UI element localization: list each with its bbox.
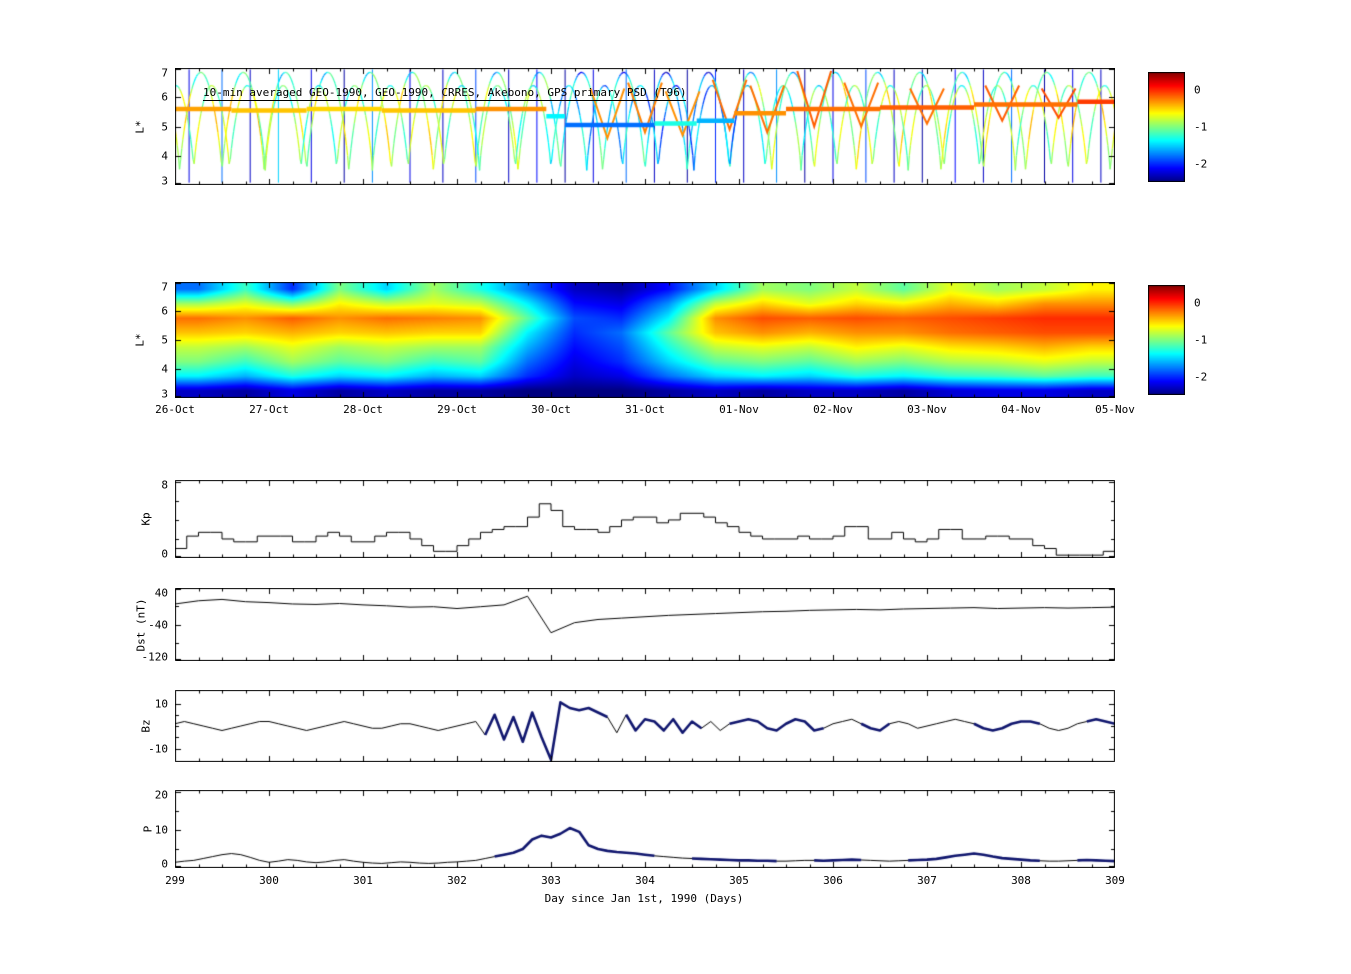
psd-trajectory-canvas: [175, 68, 1115, 185]
tick-label: 302: [447, 874, 467, 887]
tick-label: 26-Oct: [155, 403, 195, 416]
tick-label: 31-Oct: [625, 403, 665, 416]
tick-label: 30-Oct: [531, 403, 571, 416]
tick-label: 0: [1194, 83, 1201, 97]
tick-label: 308: [1011, 874, 1031, 887]
tick-label: 02-Nov: [813, 403, 853, 416]
tick-label: 4: [161, 149, 168, 163]
p-panel-canvas: [175, 790, 1115, 868]
tick-label: 05-Nov: [1095, 403, 1135, 416]
ylabel-lstar-map: L*: [133, 333, 147, 347]
tick-label: 300: [259, 874, 279, 887]
tick-label: 0: [1194, 296, 1201, 310]
tick-label: 309: [1105, 874, 1125, 887]
tick-label: 307: [917, 874, 937, 887]
ylabel-p: P: [141, 825, 155, 833]
tick-label: 301: [353, 874, 373, 887]
ylabel-kp: Kp: [139, 512, 153, 526]
tick-label: -40: [148, 618, 168, 631]
tick-label: -2: [1194, 370, 1208, 384]
tick-label: -2: [1194, 157, 1208, 171]
bz-panel-canvas: [175, 690, 1115, 762]
colorbar-bottom: [1148, 285, 1185, 395]
tick-label: -120: [141, 650, 169, 664]
tick-label: 305: [729, 874, 749, 887]
tick-label: 28-Oct: [343, 403, 383, 416]
tick-label: 3: [161, 387, 168, 401]
ylabel-dst: Dst (nT): [134, 598, 148, 652]
tick-label: 4: [161, 362, 168, 376]
tick-label: 20: [154, 788, 168, 802]
tick-label: 29-Oct: [437, 403, 477, 416]
tick-label: 01-Nov: [719, 403, 759, 416]
tick-label: 8: [161, 478, 168, 492]
tick-label: 03-Nov: [907, 403, 947, 416]
tick-label: 10: [154, 697, 168, 710]
tick-label: 7: [161, 280, 168, 294]
tick-label: 6: [161, 90, 168, 104]
tick-label: 40: [154, 586, 168, 600]
tick-label: 304: [635, 874, 655, 887]
tick-label: 303: [541, 874, 561, 887]
x-axis-title: Day since Jan 1st, 1990 (Days): [544, 892, 744, 905]
tick-label: -1: [1194, 120, 1208, 134]
tick-label: 10: [154, 823, 168, 837]
tick-label: 5: [161, 120, 168, 133]
tick-label: 0: [161, 857, 168, 871]
psd-heatmap-canvas: [175, 282, 1115, 398]
tick-label: 5: [161, 333, 168, 347]
tick-label: 3: [161, 174, 168, 188]
tick-label: 7: [161, 66, 168, 80]
colorbar-top: [1148, 72, 1185, 182]
dst-panel-canvas: [175, 588, 1115, 661]
tick-label: 299: [165, 874, 185, 887]
kp-panel-canvas: [175, 480, 1115, 558]
tick-label: 0: [161, 547, 168, 561]
tick-label: -1: [1194, 333, 1208, 347]
tick-label: 27-Oct: [249, 403, 289, 416]
ylabel-bz: Bz: [139, 719, 153, 733]
tick-label: 306: [823, 874, 843, 887]
ylabel-lstar-top: L*: [133, 120, 147, 134]
tick-label: -10: [148, 742, 168, 755]
tick-label: 6: [161, 304, 168, 318]
tick-label: 04-Nov: [1001, 403, 1041, 416]
figure-title: 10-min averaged GEO-1990, GEO-1990, CRRE…: [203, 86, 687, 101]
